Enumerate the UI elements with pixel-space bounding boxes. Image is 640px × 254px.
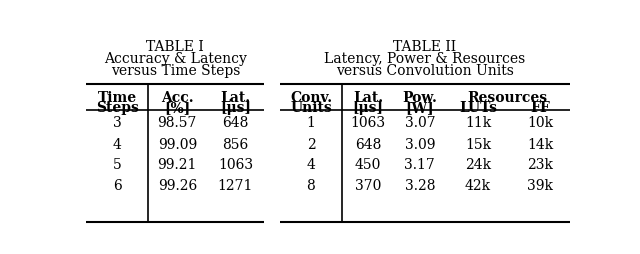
Text: versus Convolution Units: versus Convolution Units bbox=[336, 64, 514, 78]
Text: 99.26: 99.26 bbox=[157, 179, 197, 192]
Text: 648: 648 bbox=[355, 137, 381, 151]
Text: 99.21: 99.21 bbox=[157, 158, 197, 172]
Text: 856: 856 bbox=[222, 137, 248, 151]
Text: Accuracy & Latency: Accuracy & Latency bbox=[104, 52, 247, 66]
Text: Units: Units bbox=[290, 101, 332, 115]
Text: Acc.: Acc. bbox=[161, 90, 193, 104]
Text: 99.09: 99.09 bbox=[157, 137, 197, 151]
Text: [%]: [%] bbox=[164, 101, 190, 115]
Text: 2: 2 bbox=[307, 137, 316, 151]
Text: [μs]: [μs] bbox=[353, 101, 383, 115]
Text: 1271: 1271 bbox=[218, 179, 253, 192]
Text: 1063: 1063 bbox=[350, 116, 385, 130]
Text: 98.57: 98.57 bbox=[157, 116, 197, 130]
Text: Pow.: Pow. bbox=[403, 90, 437, 104]
Text: 14k: 14k bbox=[527, 137, 553, 151]
Text: Lat.: Lat. bbox=[220, 90, 250, 104]
Text: 3.09: 3.09 bbox=[404, 137, 435, 151]
Text: FF: FF bbox=[530, 101, 550, 115]
Text: 370: 370 bbox=[355, 179, 381, 192]
Text: 3: 3 bbox=[113, 116, 122, 130]
Text: 23k: 23k bbox=[527, 158, 553, 172]
Text: 8: 8 bbox=[307, 179, 316, 192]
Text: Latency, Power & Resources: Latency, Power & Resources bbox=[324, 52, 525, 66]
Text: 648: 648 bbox=[222, 116, 248, 130]
Text: 1: 1 bbox=[307, 116, 316, 130]
Text: 3.28: 3.28 bbox=[404, 179, 435, 192]
Text: Conv.: Conv. bbox=[290, 90, 332, 104]
Text: 10k: 10k bbox=[527, 116, 553, 130]
Text: 4: 4 bbox=[113, 137, 122, 151]
Text: 11k: 11k bbox=[465, 116, 491, 130]
Text: LUTs: LUTs bbox=[459, 101, 497, 115]
Text: Time: Time bbox=[98, 90, 137, 104]
Text: Resources: Resources bbox=[468, 90, 548, 104]
Text: 1063: 1063 bbox=[218, 158, 253, 172]
Text: TABLE II: TABLE II bbox=[394, 40, 456, 54]
Text: 4: 4 bbox=[307, 158, 316, 172]
Text: Steps: Steps bbox=[96, 101, 139, 115]
Text: [W]: [W] bbox=[406, 101, 434, 115]
Text: 39k: 39k bbox=[527, 179, 553, 192]
Text: 3.07: 3.07 bbox=[404, 116, 435, 130]
Text: [μs]: [μs] bbox=[220, 101, 251, 115]
Text: 24k: 24k bbox=[465, 158, 491, 172]
Text: Lat.: Lat. bbox=[353, 90, 383, 104]
Text: 5: 5 bbox=[113, 158, 122, 172]
Text: 42k: 42k bbox=[465, 179, 491, 192]
Text: 450: 450 bbox=[355, 158, 381, 172]
Text: 3.17: 3.17 bbox=[404, 158, 435, 172]
Text: TABLE I: TABLE I bbox=[147, 40, 204, 54]
Text: 15k: 15k bbox=[465, 137, 491, 151]
Text: 6: 6 bbox=[113, 179, 122, 192]
Text: versus Time Steps: versus Time Steps bbox=[111, 64, 240, 78]
